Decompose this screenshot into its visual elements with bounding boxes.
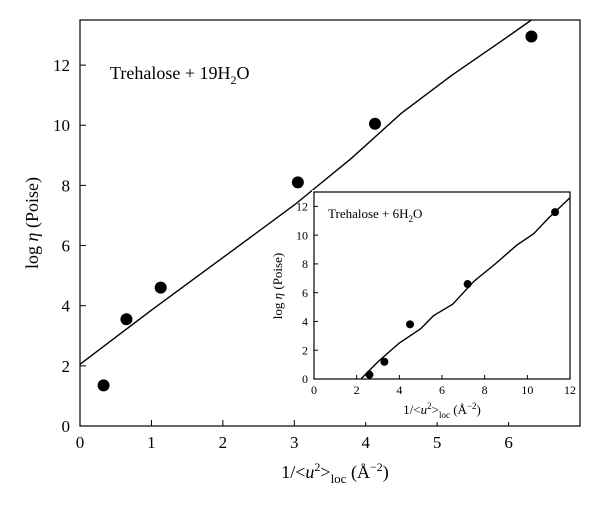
main-points-group <box>97 30 538 392</box>
inset-data-point <box>463 280 472 289</box>
inset-y-tick-label: 10 <box>296 228 308 242</box>
inset-y-tick-label: 12 <box>296 200 308 214</box>
main-y-tick-label: 8 <box>62 176 71 195</box>
main-x-tick-label: 4 <box>361 433 370 452</box>
main-x-tick-label: 5 <box>433 433 442 452</box>
main-data-point <box>291 176 304 189</box>
main-data-point <box>120 313 133 326</box>
inset-data-point <box>551 208 560 217</box>
inset-y-tick-label: 0 <box>302 372 308 386</box>
inset-x-axis-label: 1/<u2>loc (Å−2) <box>403 401 481 420</box>
main-fit-line-group <box>79 19 532 365</box>
main-data-point <box>97 379 110 392</box>
main-y-tick-label: 6 <box>62 237 71 256</box>
inset-x-tick-label: 0 <box>311 383 317 397</box>
main-y-tick-label: 12 <box>53 56 70 75</box>
inset-ticks: 0 2 4 6 8 10 12 0 2 4 6 8 10 12 <box>296 200 576 397</box>
inset-fit-line-group <box>360 197 571 380</box>
inset-x-tick-label: 4 <box>396 383 402 397</box>
inset-background <box>312 190 574 422</box>
inset-y-axis-label: log η (Poise) <box>270 253 285 319</box>
inset-x-tick-label: 2 <box>354 383 360 397</box>
inset-x-tick-label: 12 <box>564 383 576 397</box>
main-x-tick-label: 1 <box>147 433 156 452</box>
main-x-tick-label: 2 <box>219 433 228 452</box>
inset-x-tick-label: 10 <box>521 383 533 397</box>
inset-data-point <box>365 370 374 379</box>
inset-fit-line <box>360 197 571 380</box>
main-plot-frame <box>79 19 581 427</box>
main-y-tick-label: 0 <box>62 417 71 436</box>
main-data-point <box>369 117 381 130</box>
main-annotation: Trehalose + 19H2O <box>110 63 249 87</box>
main-data-point <box>154 281 167 294</box>
inset-y-tick-label: 8 <box>302 257 308 271</box>
inset-chart: 0 2 4 6 8 10 12 0 2 4 6 8 10 12 Trehalose + 6H2O 1/<u… <box>270 190 576 422</box>
inset-points-group <box>365 208 560 379</box>
inset-annotation: Trehalose + 6H2O <box>328 206 422 224</box>
main-x-tick-label: 0 <box>76 433 85 452</box>
main-x-tick-label: 6 <box>504 433 513 452</box>
main-x-tick-label: 3 <box>290 433 299 452</box>
main-x-axis-label: 1/<u2>loc (Å−2) <box>281 460 388 486</box>
inset-data-point <box>406 320 414 329</box>
main-y-axis-label: log η (Poise) <box>22 177 43 269</box>
inset-y-tick-label: 4 <box>302 315 308 329</box>
main-fit-line <box>79 19 532 365</box>
inset-x-tick-label: 6 <box>439 383 445 397</box>
inset-y-tick-label: 6 <box>302 286 308 300</box>
main-data-point <box>525 30 538 43</box>
inset-x-tick-label: 8 <box>482 383 488 397</box>
main-y-tick-label: 10 <box>53 116 70 135</box>
main-y-tick-label: 4 <box>62 297 71 316</box>
inset-y-tick-label: 2 <box>302 343 308 357</box>
inset-data-point <box>380 357 389 366</box>
main-y-tick-label: 2 <box>62 357 71 376</box>
